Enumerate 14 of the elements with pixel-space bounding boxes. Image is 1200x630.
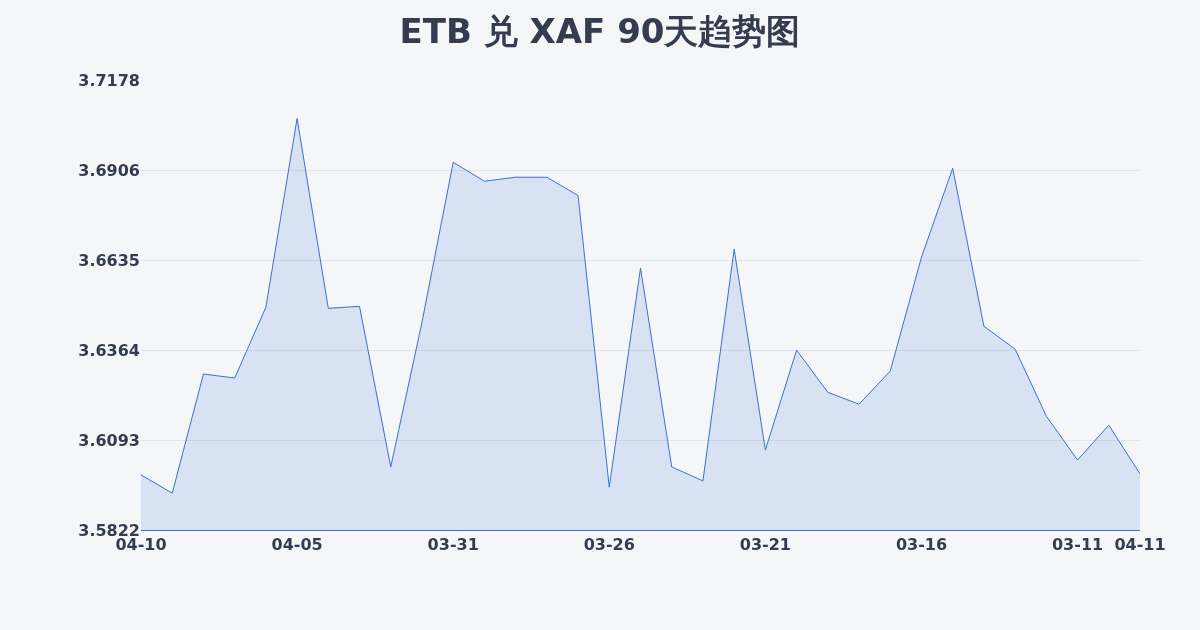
- y-tick-label: 3.6635: [78, 250, 140, 270]
- x-tick-label: 03-16: [895, 535, 948, 555]
- x-tick-label: 03-26: [583, 535, 635, 555]
- x-tick-label: 03-31: [427, 535, 479, 555]
- x-tick-label: 03-11: [1051, 535, 1104, 555]
- chart-title: ETB 兑 XAF 90天趋势图: [399, 10, 801, 51]
- x-tick-label: 03-21: [739, 535, 791, 555]
- y-tick-label: 3.6906: [78, 160, 140, 180]
- x-tick-label: 04-05: [271, 535, 323, 555]
- x-tick-label: 04-11: [1114, 535, 1166, 555]
- y-tick-label: 3.6093: [78, 430, 140, 450]
- y-tick-label: 3.6364: [78, 340, 140, 360]
- y-tick-label: 3.7178: [78, 70, 140, 90]
- x-tick-label: 04-10: [115, 535, 167, 555]
